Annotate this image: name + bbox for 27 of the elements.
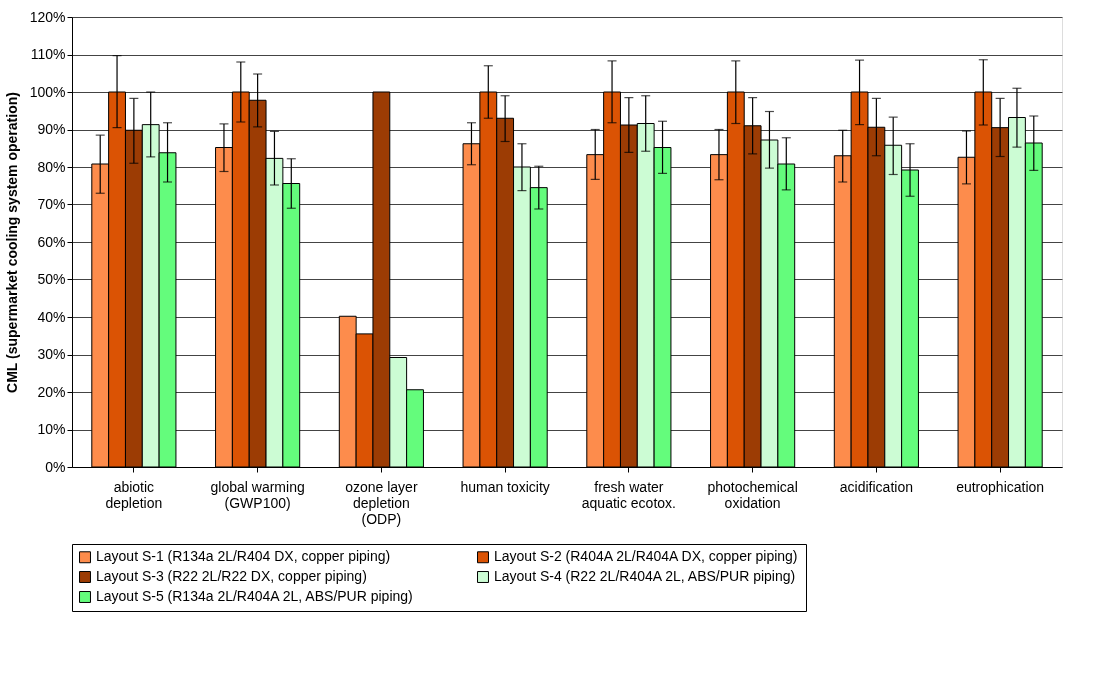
y-tick-label: 120% [29, 8, 66, 25]
x-tick-label: human toxicity [460, 478, 550, 495]
legend-label: Layout S-1 (R134a 2L/R404 DX, copper piping) [96, 548, 391, 565]
y-tick-label: 30% [37, 346, 66, 362]
legend-label: Layout S-2 (R404A 2L/R404A DX, copper piping) [494, 548, 798, 565]
x-tick-label: ozone layer depletion (ODP) [345, 478, 418, 527]
y-tick-label: 110% [30, 46, 66, 62]
legend-label: Layout S-3 (R22 2L/R22 DX, copper piping) [96, 568, 367, 584]
x-tick-label: fresh water aquatic ecotox. [581, 478, 676, 511]
y-tick-label: 20% [37, 383, 66, 400]
y-axis-title: CML (supermarket cooling system operation) [3, 92, 20, 393]
y-tick-label: 100% [29, 83, 66, 100]
y-tick-label: 0% [45, 458, 66, 475]
x-tick-label: photochemical oxidation [707, 478, 798, 511]
y-tick-label: 10% [37, 421, 66, 437]
legend-label: Layout S-5 (R134a 2L/R404A 2L, ABS/PUR piping) [96, 588, 413, 604]
x-tick-label: eutrophication [956, 478, 1045, 495]
x-tick-label: abiotic depletion [105, 478, 163, 511]
y-tick-label: 40% [37, 308, 66, 325]
y-tick-label: 60% [37, 233, 66, 250]
y-tick-label: 70% [37, 196, 66, 212]
y-tick-label: 80% [37, 158, 66, 175]
y-tick-label: 50% [37, 271, 66, 287]
legend-label: Layout S-4 (R22 2L/R404A 2L, ABS/PUR piping) [494, 568, 796, 584]
x-tick-label: acidification [839, 478, 913, 495]
x-tick-label: global warming (GWP100) [210, 478, 305, 511]
y-tick-label: 90% [37, 121, 66, 137]
